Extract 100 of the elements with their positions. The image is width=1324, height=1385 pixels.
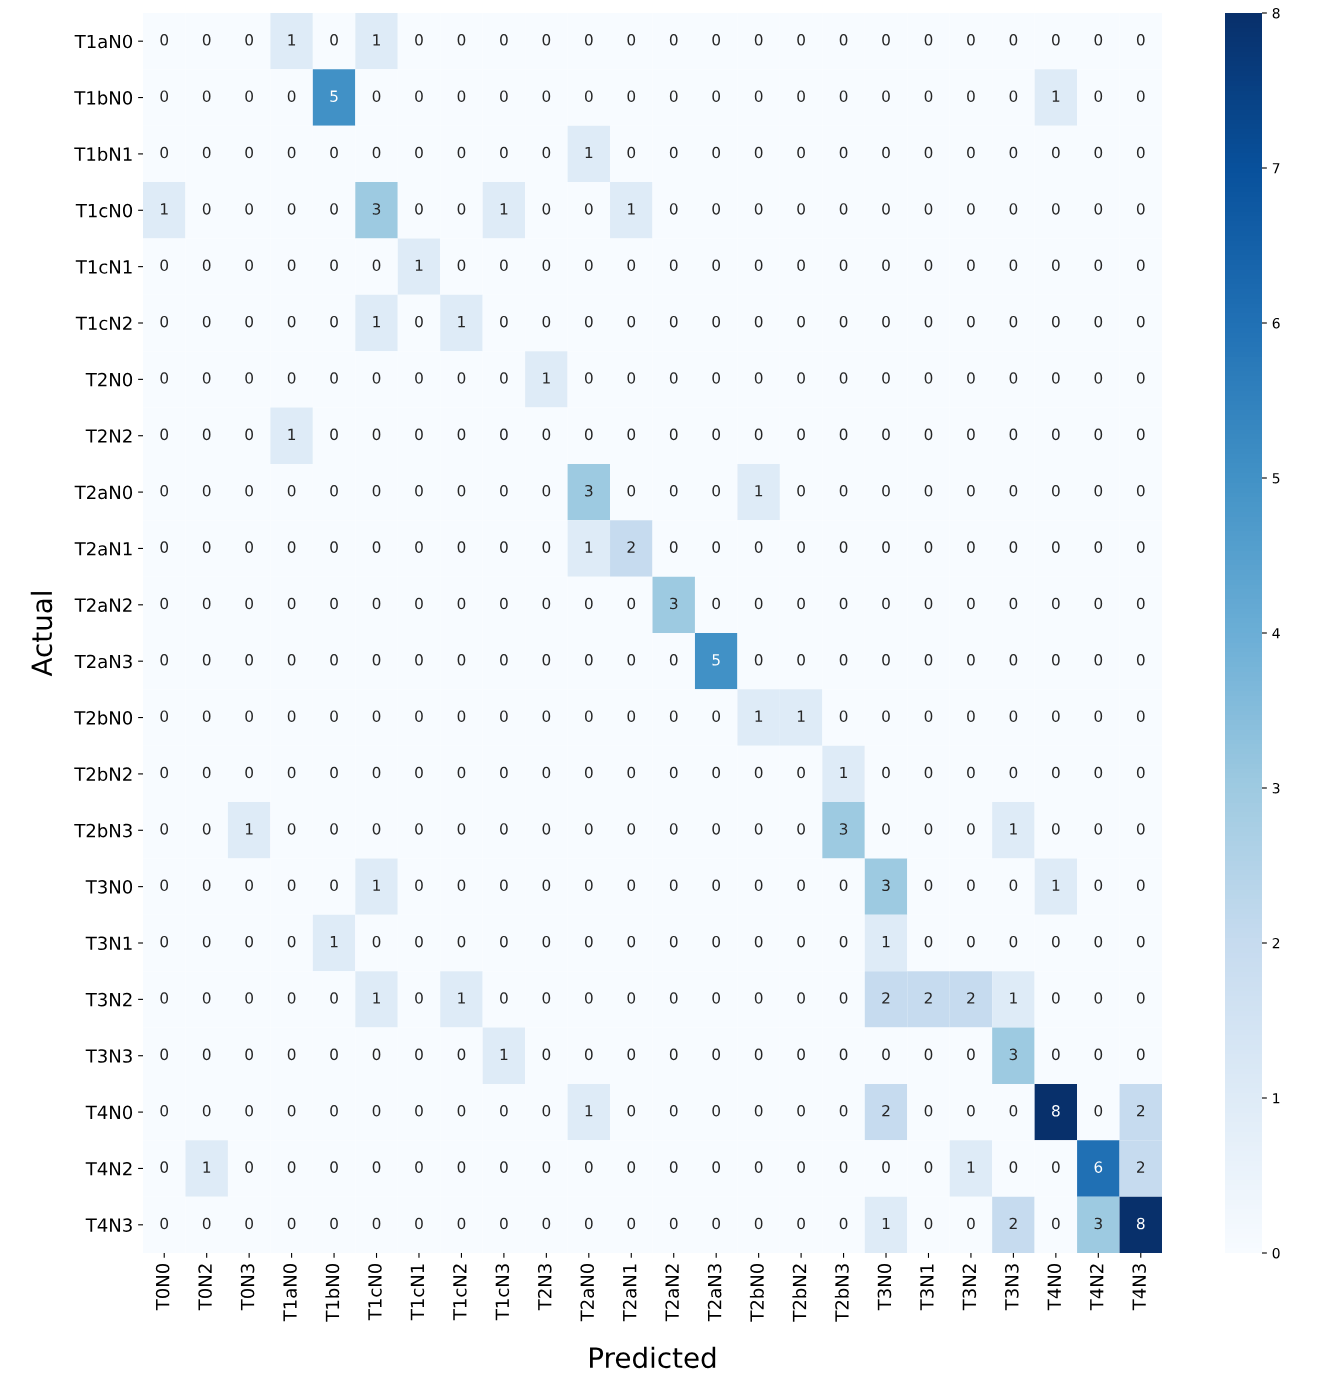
data-label: 1 bbox=[585, 146, 593, 159]
data-label: 0 bbox=[924, 90, 933, 102]
color-bar-label: 4 bbox=[1272, 628, 1280, 639]
data-label: 0 bbox=[924, 823, 933, 835]
data-label: 0 bbox=[160, 34, 169, 46]
data-label: 0 bbox=[839, 1048, 848, 1061]
data-label: 0 bbox=[712, 146, 721, 159]
data-label: 0 bbox=[202, 992, 211, 1004]
data-label: 0 bbox=[330, 766, 338, 779]
data-label: 2 bbox=[1137, 1161, 1145, 1173]
data-label: 0 bbox=[797, 259, 805, 272]
data-label: 0 bbox=[542, 146, 551, 159]
data-label: 1 bbox=[882, 1217, 890, 1230]
data-label: 0 bbox=[967, 766, 975, 779]
data-label: 0 bbox=[1094, 146, 1103, 159]
data-label: 0 bbox=[882, 90, 890, 102]
data-label: 0 bbox=[754, 766, 763, 779]
data-label: 0 bbox=[797, 823, 805, 835]
data-label: 0 bbox=[797, 1048, 805, 1061]
data-label: 0 bbox=[457, 766, 466, 779]
y-tick-label: T4N2 bbox=[85, 1161, 132, 1176]
data-label: 0 bbox=[1009, 1161, 1018, 1173]
data-label: 0 bbox=[202, 259, 211, 272]
data-label: 0 bbox=[372, 146, 381, 159]
x-tick-label: T3N3 bbox=[1004, 1264, 1019, 1311]
data-label: 0 bbox=[415, 879, 423, 892]
data-label: 0 bbox=[542, 597, 551, 610]
data-label: 0 bbox=[584, 203, 593, 215]
data-label: 0 bbox=[160, 484, 169, 497]
data-label: 0 bbox=[754, 259, 763, 272]
data-label: 0 bbox=[372, 654, 381, 666]
x-tick-label: T1cN3 bbox=[495, 1264, 510, 1321]
data-label: 0 bbox=[372, 1217, 381, 1230]
data-label: 0 bbox=[924, 1104, 933, 1117]
data-label: 0 bbox=[1052, 315, 1060, 328]
data-label: 0 bbox=[924, 710, 933, 722]
data-label: 0 bbox=[287, 935, 296, 948]
y-tick-label: T2aN2 bbox=[74, 598, 132, 612]
data-label: 0 bbox=[584, 1217, 593, 1230]
data-label: 0 bbox=[287, 823, 296, 835]
data-label: 0 bbox=[584, 372, 593, 384]
data-label: 0 bbox=[202, 146, 211, 159]
data-label: 0 bbox=[839, 992, 848, 1004]
data-label: 0 bbox=[1094, 428, 1103, 441]
data-label: 0 bbox=[839, 428, 848, 441]
data-label: 0 bbox=[627, 1161, 636, 1173]
data-label: 0 bbox=[797, 935, 805, 948]
data-label: 0 bbox=[287, 203, 296, 215]
data-label: 0 bbox=[1009, 541, 1018, 553]
data-label: 0 bbox=[584, 766, 593, 779]
data-label: 0 bbox=[245, 1048, 253, 1061]
data-label: 0 bbox=[372, 541, 381, 553]
data-label: 0 bbox=[542, 484, 551, 497]
data-label: 0 bbox=[500, 428, 508, 441]
data-label: 0 bbox=[542, 315, 551, 328]
data-label: 0 bbox=[1136, 879, 1145, 892]
data-label: 0 bbox=[924, 1161, 933, 1173]
x-tick-label: T4N0 bbox=[1047, 1263, 1062, 1311]
data-label: 0 bbox=[542, 1217, 551, 1230]
data-label: 0 bbox=[882, 710, 890, 722]
data-label: 0 bbox=[882, 146, 890, 159]
data-label: 0 bbox=[245, 654, 253, 666]
data-label: 0 bbox=[924, 372, 933, 384]
data-label: 0 bbox=[415, 484, 423, 497]
data-label: 0 bbox=[330, 1217, 338, 1230]
data-label: 0 bbox=[245, 597, 253, 610]
data-label: 0 bbox=[330, 1161, 338, 1173]
data-label: 0 bbox=[797, 315, 805, 328]
data-label: 0 bbox=[839, 372, 848, 384]
y-tick-label: T1aN0 bbox=[74, 34, 133, 49]
data-label: 0 bbox=[330, 428, 338, 441]
data-label: 0 bbox=[754, 1048, 763, 1061]
data-label: 0 bbox=[1136, 992, 1145, 1004]
y-tick-label: T2bN0 bbox=[74, 710, 133, 725]
data-label: 0 bbox=[627, 597, 636, 610]
data-label: 0 bbox=[330, 372, 338, 384]
data-label: 0 bbox=[457, 710, 466, 722]
data-label: 1 bbox=[288, 34, 296, 46]
data-label: 0 bbox=[1136, 428, 1145, 441]
data-label: 2 bbox=[882, 1104, 890, 1117]
y-tick-label: T2aN0 bbox=[74, 485, 133, 500]
data-label: 0 bbox=[415, 766, 423, 779]
data-label: 0 bbox=[1009, 1104, 1018, 1117]
data-label: 0 bbox=[1009, 484, 1018, 497]
data-label: 0 bbox=[967, 935, 975, 948]
data-label: 0 bbox=[500, 90, 508, 102]
data-label: 0 bbox=[839, 259, 848, 272]
data-label: 0 bbox=[797, 34, 805, 46]
data-label: 0 bbox=[457, 1161, 466, 1173]
data-label: 0 bbox=[1136, 484, 1145, 497]
data-label: 0 bbox=[712, 823, 721, 835]
x-tick-label: T4N3 bbox=[1132, 1264, 1147, 1311]
data-label: 0 bbox=[202, 428, 211, 441]
data-label: 1 bbox=[500, 1048, 508, 1060]
y-tick-label: T3N0 bbox=[85, 880, 133, 894]
data-label: 0 bbox=[542, 428, 551, 441]
data-label: 0 bbox=[669, 90, 678, 102]
data-label: 0 bbox=[1136, 823, 1145, 835]
data-label: 0 bbox=[1094, 541, 1103, 553]
data-label: 0 bbox=[457, 654, 466, 666]
